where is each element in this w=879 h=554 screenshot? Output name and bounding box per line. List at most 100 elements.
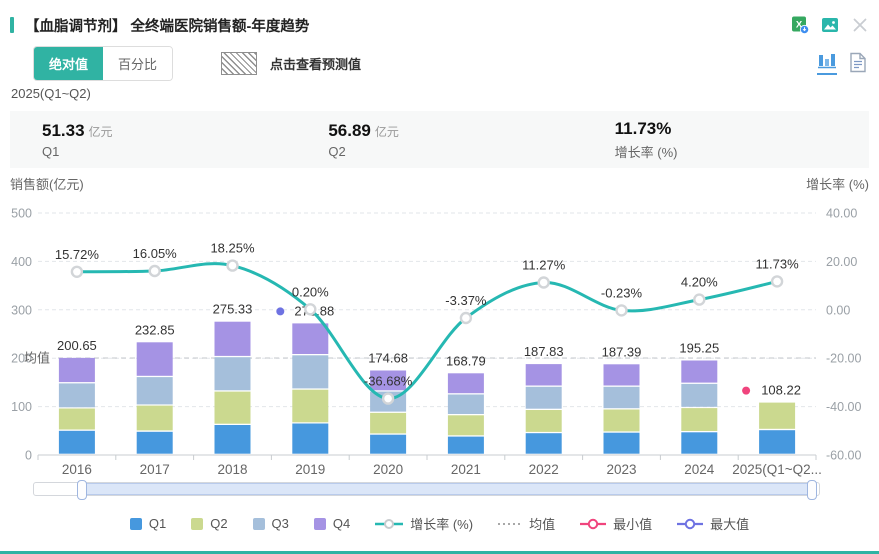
growth-point[interactable] xyxy=(537,276,550,289)
bar-total-label: 108.22 xyxy=(761,383,801,398)
bar-total-label: 195.25 xyxy=(679,340,719,355)
mean-line-label: 均值 xyxy=(24,351,50,366)
legend-item-[interactable]: 最大值 xyxy=(677,514,749,533)
bar-segment-Q2[interactable] xyxy=(292,389,329,423)
bar-segment-Q4[interactable] xyxy=(58,357,95,383)
growth-point[interactable] xyxy=(304,303,317,316)
legend-item-q4[interactable]: Q4 xyxy=(313,516,351,531)
legend-label: Q4 xyxy=(332,516,351,531)
bar-segment-Q1[interactable] xyxy=(525,433,562,454)
image-export-icon[interactable] xyxy=(821,16,839,34)
legend-item-[interactable]: 增长率 (%) xyxy=(375,514,473,533)
toggle-percent-button[interactable]: 百分比 xyxy=(103,46,173,80)
growth-point[interactable] xyxy=(70,265,84,279)
legend-label: 增长率 (%) xyxy=(410,517,474,532)
bar-segment-Q2[interactable] xyxy=(603,409,640,432)
bar-segment-Q1[interactable] xyxy=(136,431,173,454)
trend-chart[interactable]: 销售额(亿元) 增长率 (%) 500 40.00 400 20.00 300 0.00 200… xyxy=(0,175,879,480)
growth-point[interactable] xyxy=(226,259,239,272)
data-zoom-left-handle[interactable] xyxy=(77,480,88,500)
bar-segment-Q1[interactable] xyxy=(447,436,484,454)
bar-segment-Q1[interactable] xyxy=(292,423,329,454)
x-axis-label: 2023 xyxy=(606,462,636,477)
legend-item-q1[interactable]: Q1 xyxy=(129,516,166,531)
bar-segment-Q4[interactable] xyxy=(525,364,562,386)
growth-point[interactable] xyxy=(693,293,706,306)
x-axis-label: 2017 xyxy=(140,462,170,477)
page-title: 【血脂调节剂】 全终端医院销售额-年度趋势 xyxy=(25,18,310,35)
bar-segment-Q4[interactable] xyxy=(603,364,640,386)
period-label: 2025(Q1~Q2) xyxy=(11,86,91,101)
bar-segment-Q4[interactable] xyxy=(292,323,329,354)
left-axis-tick: 300 xyxy=(11,303,32,317)
bar-segment-Q4[interactable] xyxy=(136,342,173,376)
x-axis-label: 2022 xyxy=(529,462,559,477)
bar-segment-Q3[interactable] xyxy=(603,386,640,409)
bar-segment-Q1[interactable] xyxy=(681,432,718,454)
forecast-hint-label: 点击查看预测值 xyxy=(270,56,362,72)
bar-segment-Q3[interactable] xyxy=(292,355,329,389)
bar-segment-Q2[interactable] xyxy=(681,408,718,431)
bar-segment-Q3[interactable] xyxy=(681,383,718,407)
left-axis-tick: 100 xyxy=(11,400,32,414)
right-axis-tick: 20.00 xyxy=(826,255,857,269)
bar-segment-Q1[interactable] xyxy=(58,430,95,454)
growth-point[interactable] xyxy=(615,304,628,317)
bar-segment-Q2[interactable] xyxy=(136,405,173,431)
growth-point[interactable] xyxy=(381,392,395,405)
bar-segment-Q2[interactable] xyxy=(370,412,407,434)
growth-line xyxy=(76,262,778,401)
bar-segment-Q2[interactable] xyxy=(58,408,95,430)
growth-label: -0.23% xyxy=(601,285,643,300)
forecast-control[interactable]: 点击查看预测值 xyxy=(221,51,362,75)
growth-point[interactable] xyxy=(148,264,161,278)
right-axis-tick: -60.00 xyxy=(826,449,861,463)
bar-segment-Q3[interactable] xyxy=(58,383,95,408)
stat-q1-unit: 亿元 xyxy=(88,124,113,139)
legend-swatch-icon xyxy=(313,517,326,530)
bar-segment-Q2[interactable] xyxy=(525,410,562,432)
bar-segment-Q3[interactable] xyxy=(214,357,251,391)
close-icon[interactable] xyxy=(851,16,869,34)
legend-item-[interactable]: 最小值 xyxy=(580,514,652,533)
bar-segment-Q2[interactable] xyxy=(214,391,251,424)
growth-label: 11.27% xyxy=(522,258,566,273)
bar-segment-Q3[interactable] xyxy=(136,377,173,405)
legend-swatch-icon xyxy=(129,517,142,530)
panel-header: 【血脂调节剂】 全终端医院销售额-年度趋势 X xyxy=(10,12,869,38)
forecast-hatch-swatch-icon xyxy=(221,51,258,75)
bar-segment-Q1[interactable] xyxy=(603,432,640,454)
left-axis-title: 销售额(亿元) xyxy=(10,177,84,192)
data-zoom-selection[interactable] xyxy=(81,483,812,495)
bar-segment-Q3[interactable] xyxy=(447,394,484,415)
growth-point[interactable] xyxy=(459,311,473,325)
right-axis-tick: 40.00 xyxy=(826,207,857,221)
right-axis-tick: -40.00 xyxy=(826,400,861,414)
bar-chart-view-icon[interactable] xyxy=(817,51,837,75)
left-axis-tick: 200 xyxy=(11,352,32,366)
excel-download-icon[interactable]: X xyxy=(791,16,810,35)
bar-segment-Q3[interactable] xyxy=(525,386,562,409)
report-view-icon[interactable] xyxy=(849,52,869,74)
bar-segment-Q4[interactable] xyxy=(447,373,484,394)
bar-segment-Q4[interactable] xyxy=(214,321,251,356)
bar-segment-Q4[interactable] xyxy=(681,360,718,383)
bar-segment-Q2[interactable] xyxy=(447,415,484,436)
bar-segment-Q1[interactable] xyxy=(214,425,251,454)
data-zoom-slider[interactable] xyxy=(33,480,820,500)
legend-item-q2[interactable]: Q2 xyxy=(191,516,228,531)
legend-item-[interactable]: 均值 xyxy=(498,514,555,533)
bar-segment-Q4[interactable] xyxy=(370,370,407,391)
legend-item-q3[interactable]: Q3 xyxy=(252,516,289,531)
bar-segment-Q1[interactable] xyxy=(370,434,407,454)
bar-segment-Q2[interactable] xyxy=(759,402,796,429)
bar-segment-Q1[interactable] xyxy=(759,430,796,454)
growth-point[interactable] xyxy=(770,275,784,288)
stat-q1-label: Q1 xyxy=(42,143,60,159)
bottom-accent-bar xyxy=(0,551,879,554)
growth-label: -3.37% xyxy=(445,293,487,308)
data-zoom-right-handle[interactable] xyxy=(807,480,818,500)
svg-text:X: X xyxy=(796,20,803,31)
toggle-absolute-button[interactable]: 绝对值 xyxy=(34,46,104,80)
view-switcher xyxy=(817,51,869,75)
